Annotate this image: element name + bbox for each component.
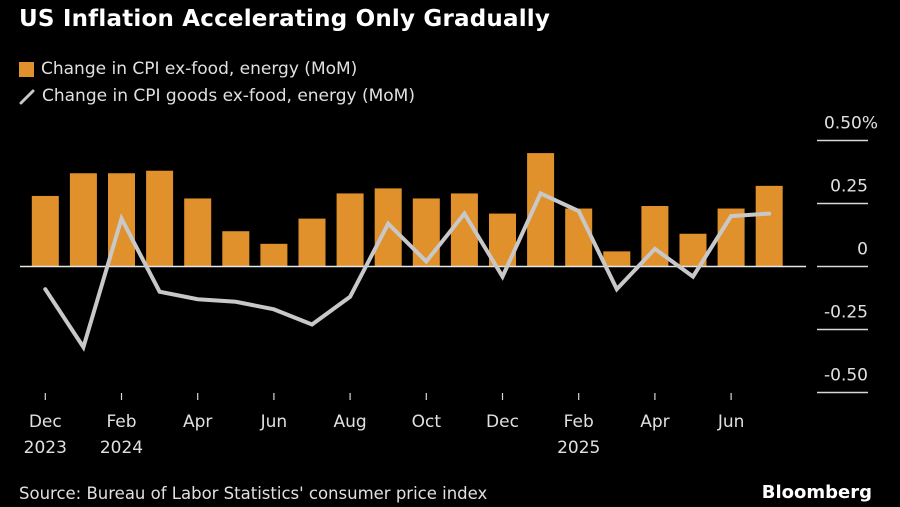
bar-swatch-icon [19,62,34,77]
legend-label-core-cpi: Change in CPI ex-food, energy (MoM) [41,59,358,79]
x-tick-label: Dec [29,412,62,432]
x-tick-label: Jun [260,412,288,432]
x-tick-label: Dec [486,412,519,432]
x-tick-year-label: 2025 [557,438,600,458]
x-tick-label: Feb [106,412,136,432]
legend-item-core-cpi: Change in CPI ex-food, energy (MoM) [19,56,415,83]
legend: Change in CPI ex-food, energy (MoM) Chan… [19,56,415,110]
bar-oct-2024 [412,198,440,267]
line-series [43,190,772,352]
y-tick-label: 0.50% [824,114,878,134]
line-swatch-icon [19,89,35,104]
x-tick-label: Aug [333,412,366,432]
x-tick-label: Feb [564,412,594,432]
y-tick-label: 0.25 [830,177,868,197]
bar-mar-2024 [146,170,174,267]
bar-apr-2024 [184,198,212,267]
y-tick-label: -0.50 [824,366,868,386]
y-tick-label: -0.25 [824,303,868,323]
line-core-goods [43,190,772,352]
bar-may-2024 [222,231,250,267]
x-tick-label: Oct [412,412,442,432]
x-tick-year-label: 2023 [24,438,67,458]
chart-title: US Inflation Accelerating Only Gradually [19,6,551,32]
bar-mar-2025 [603,251,631,267]
bar-jun-2024 [260,243,288,267]
x-tick-year-label: 2024 [100,438,143,458]
x-tick-label: Apr [640,412,669,432]
bloomberg-logo: Bloomberg [761,482,872,503]
bar-jul-2025 [755,185,783,267]
x-tick-label: Apr [183,412,212,432]
bar-jan-2024 [69,173,97,267]
bar-jul-2024 [298,218,326,267]
legend-label-core-goods: Change in CPI goods ex-food, energy (MoM… [42,86,415,106]
x-axis: Dec 2023 Feb 2024 Apr Jun Aug Oct Dec Feb 2025 Apr J… [24,393,745,458]
x-tick-label: Jun [717,412,745,432]
y-tick-label: 0 [857,240,868,260]
legend-item-core-goods: Change in CPI goods ex-food, energy (MoM… [19,83,415,110]
bar-aug-2024 [336,193,364,267]
y-axis: 0.50% 0.25 0 -0.25 -0.50 [817,114,878,394]
bar-feb-2025 [565,208,593,267]
bar-dec-2023 [31,195,59,267]
bar-series [31,153,783,267]
source-note: Source: Bureau of Labor Statistics' cons… [19,484,488,503]
